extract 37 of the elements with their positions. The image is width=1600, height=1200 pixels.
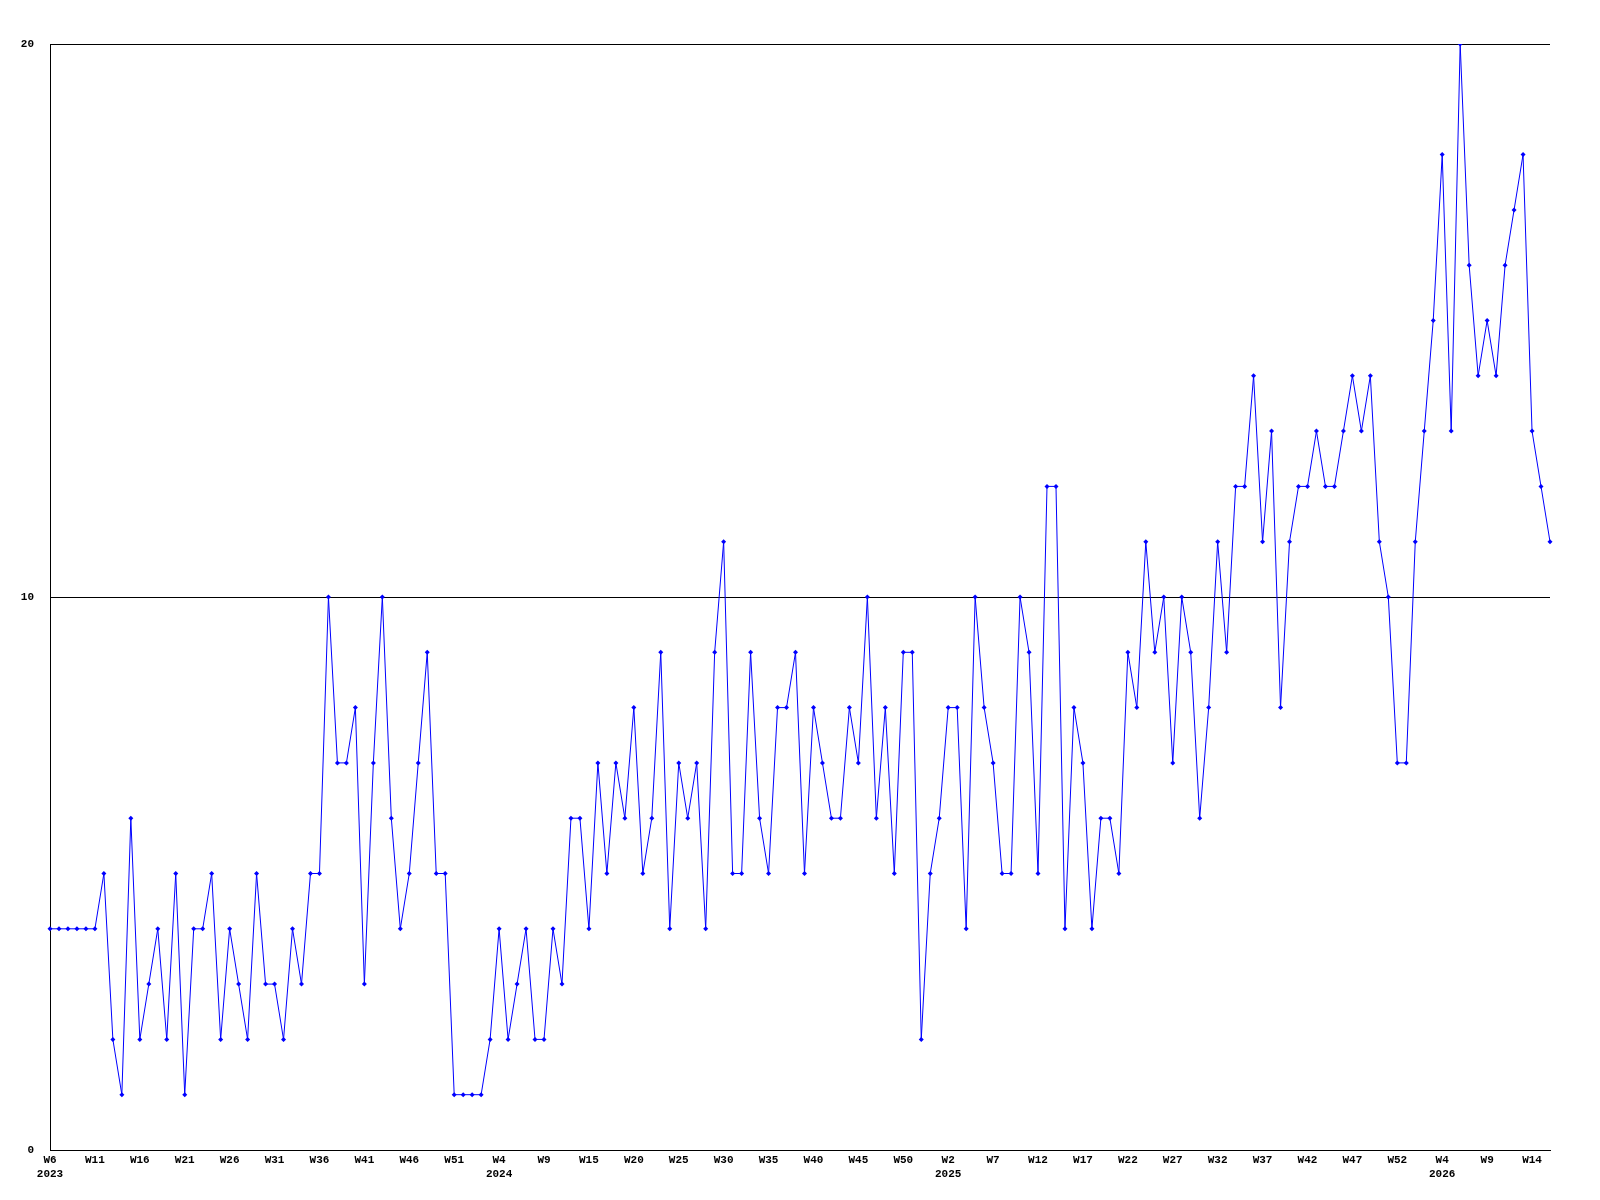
x-tick-label: W31 (264, 1154, 285, 1167)
x-tick-label: W17 (1073, 1154, 1093, 1167)
x-tick-label: W47 (1342, 1154, 1363, 1167)
x-tick-label: W46 (399, 1154, 420, 1167)
x-tick-label: W25 (668, 1154, 690, 1167)
x-tick-label: W9 (1480, 1154, 1494, 1167)
y-tick-label: 10 (20, 590, 34, 603)
x-tick-label: W21 (174, 1154, 196, 1167)
x-tick-label: W4 2024 (485, 1154, 513, 1180)
x-tick-label: W11 (85, 1154, 106, 1167)
x-tick-label: W35 (758, 1154, 779, 1167)
x-tick-label: W51 (444, 1154, 465, 1167)
x-tick-label: W37 (1252, 1154, 1273, 1167)
x-tick-label: W45 (848, 1154, 869, 1167)
x-tick-label: W15 (579, 1154, 600, 1167)
x-tick-label: W41 (354, 1154, 375, 1167)
x-tick-label: W6 2023 (36, 1154, 64, 1180)
x-tick-label: W52 (1387, 1154, 1408, 1167)
x-tick-label: W32 (1207, 1154, 1228, 1167)
x-tick-label: W27 (1162, 1154, 1183, 1167)
x-tick-label: W26 (219, 1154, 240, 1167)
x-tick-label: W50 (893, 1154, 914, 1167)
x-tick-label: W14 (1522, 1154, 1543, 1167)
x-tick-label: W7 (986, 1154, 1000, 1167)
x-tick-label: W42 (1297, 1154, 1318, 1167)
x-tick-label: W20 (623, 1154, 644, 1167)
x-tick-label: W9 (537, 1154, 551, 1167)
x-tick-label: W12 (1028, 1154, 1048, 1167)
x-tick-label: W30 (713, 1154, 734, 1167)
x-tick-label: W22 (1117, 1154, 1138, 1167)
x-tick-label: W4 2026 (1429, 1154, 1456, 1180)
x-tick-label: W2 2025 (935, 1154, 962, 1180)
y-tick-label: 0 (27, 1143, 34, 1156)
x-tick-label: W36 (309, 1154, 330, 1167)
x-tick-label: W40 (803, 1154, 824, 1167)
x-tick-label: W16 (129, 1154, 150, 1167)
y-tick-label: 20 (20, 37, 34, 50)
